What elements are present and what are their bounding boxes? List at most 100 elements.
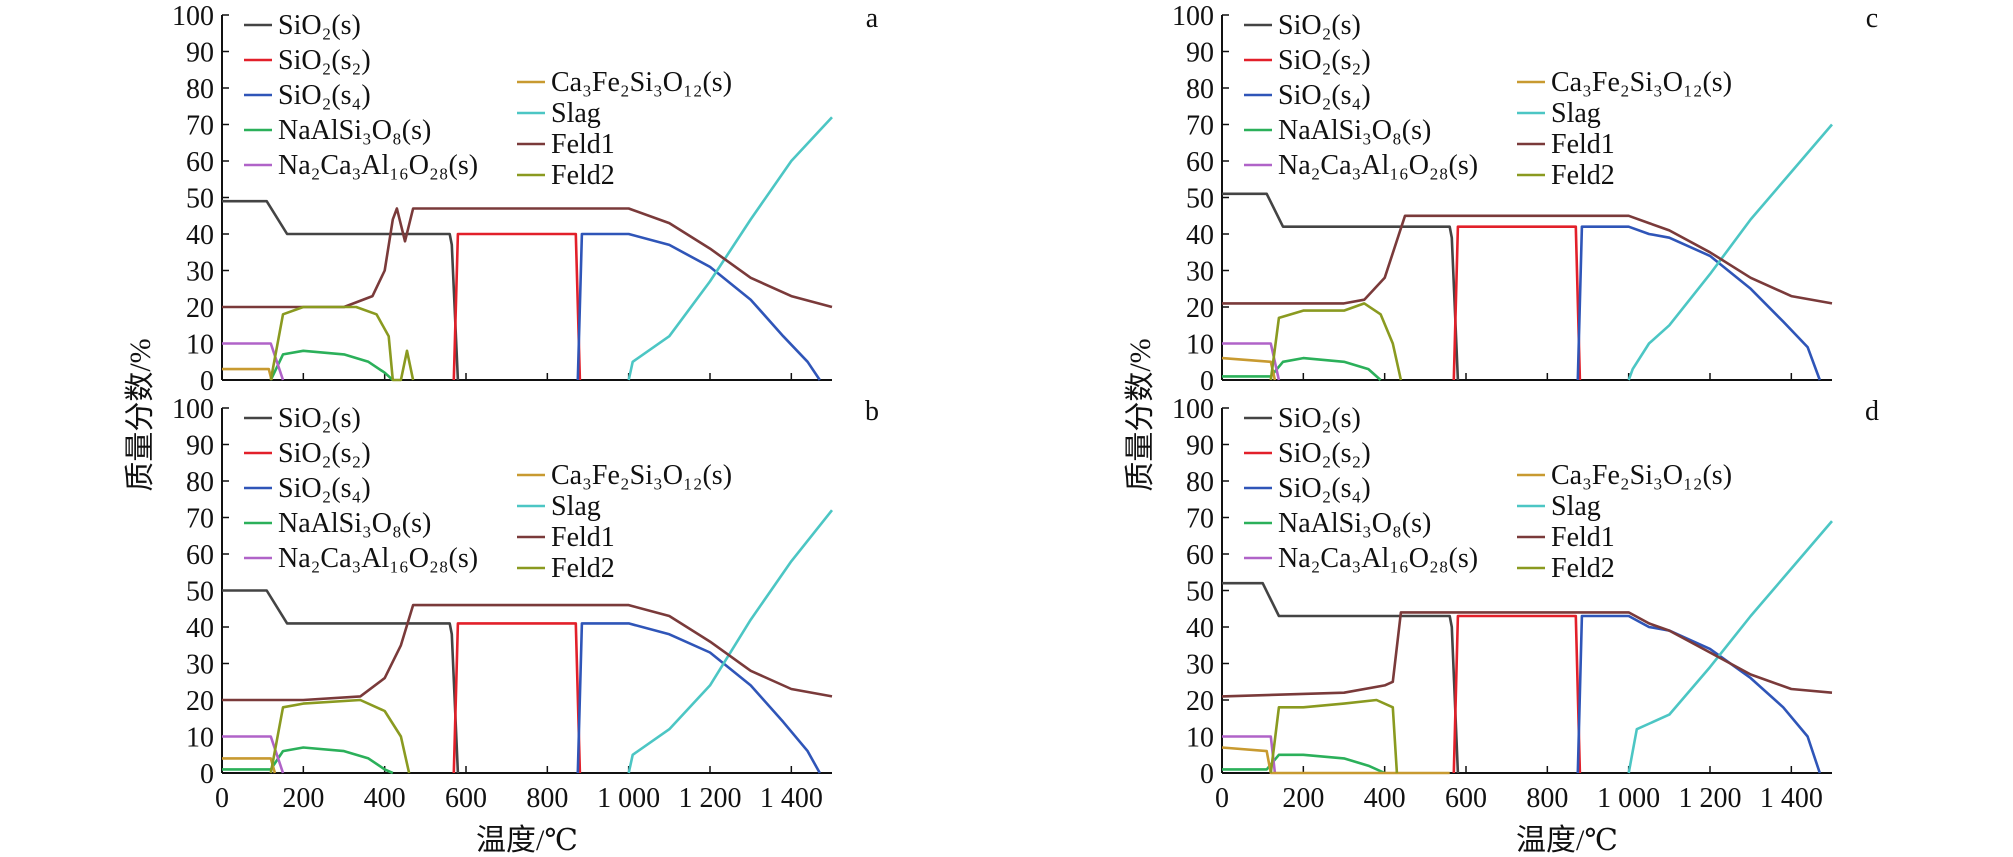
y-tick-label: 40 (1186, 220, 1214, 251)
legend-entry-label: Feld2 (1551, 160, 1615, 191)
legend-entry-label: Na₂Ca₃Al₁₆O₂₈(s) (1278, 543, 1478, 574)
legend-left: SiO₂(s) SiO₂(s₂) SiO₂(s₄) NaAlSi₃O₈(s) Na₂Ca… (244, 10, 478, 181)
legend-entry-label: SiO₂(s₂) (278, 45, 371, 76)
series-line (1269, 698, 1399, 774)
series-line (1222, 214, 1833, 305)
series-line (452, 232, 582, 381)
y-tick-label: 30 (186, 257, 214, 288)
series-line (1627, 520, 1833, 774)
legend-entry-label: Ca₃Fe₂Si₃O₁₂(s) (1551, 460, 1732, 491)
x-tick-label: 1 000 (597, 783, 660, 814)
legend-entry-label: Feld1 (1551, 522, 1615, 553)
x-tick-label: 0 (1215, 783, 1229, 814)
legend-entry-label: Feld2 (551, 553, 615, 584)
y-tick-label: 100 (1172, 394, 1214, 425)
legend-entry-label: NaAlSi₃O₈(s) (1278, 115, 1431, 146)
series-line (1576, 225, 1822, 381)
series-line (1269, 302, 1403, 381)
legend-entry-label: SiO₂(s₄) (278, 80, 371, 111)
legend-entry-label: SiO₂(s) (1278, 403, 1361, 434)
y-tick-label: 40 (186, 220, 214, 251)
y-tick-label: 0 (1200, 366, 1214, 397)
x-tick-label: 1 200 (679, 783, 742, 814)
series-line (1452, 614, 1582, 774)
legend-entry-label: Slag (1551, 491, 1601, 522)
series-line (222, 746, 394, 775)
legend-entry-label: NaAlSi₃O₈(s) (278, 508, 431, 539)
x-tick-label: 400 (1364, 783, 1406, 814)
x-tick-label: 200 (1282, 783, 1324, 814)
y-tick-label: 20 (186, 686, 214, 717)
series-line (1221, 611, 1833, 698)
y-tick-label: 100 (1172, 1, 1214, 32)
legend-entry-label: Na₂Ca₃Al₁₆O₂₈(s) (278, 150, 478, 181)
series-line (269, 305, 415, 382)
x-tick-label: 1 400 (760, 783, 823, 814)
series-line (1221, 746, 1450, 775)
y-tick-label: 90 (1186, 38, 1214, 69)
legend-left: SiO₂(s) SiO₂(s₂) SiO₂(s₄) NaAlSi₃O₈(s) Na₂Ca… (1244, 403, 1478, 574)
x-axis-label-right: 温度/℃ (1516, 824, 1618, 857)
x-axis-label-left: 温度/℃ (476, 824, 578, 857)
y-tick-label: 50 (186, 184, 214, 215)
y-tick-label: 30 (1186, 650, 1214, 681)
legend-entry-label: Ca₃Fe₂Si₃O₁₂(s) (1551, 67, 1732, 98)
legend-entry-label: Slag (1551, 98, 1601, 129)
legend-entry-label: SiO₂(s₄) (278, 473, 371, 504)
x-tick-label: 800 (1526, 783, 1568, 814)
series-line (1222, 342, 1281, 381)
series-line (222, 367, 273, 381)
series-line (222, 342, 285, 381)
y-tick-label: 20 (1186, 293, 1214, 324)
legend-entry-label: Feld2 (551, 160, 615, 191)
panel-label: b (865, 396, 879, 427)
legend-entry-label: Na₂Ca₃Al₁₆O₂₈(s) (278, 543, 478, 574)
series-line (222, 735, 285, 774)
y-tick-label: 90 (186, 431, 214, 462)
series-line (1222, 753, 1386, 775)
legend-entry-label: NaAlSi₃O₈(s) (278, 115, 431, 146)
y-tick-label: 60 (1186, 147, 1214, 178)
legend-entry-label: Ca₃Fe₂Si₃O₁₂(s) (551, 67, 732, 98)
legend-entry-label: Feld1 (1551, 129, 1615, 160)
legend-entry-label: Slag (551, 491, 601, 522)
y-tick-label: 70 (186, 111, 214, 142)
series-line (627, 116, 833, 381)
x-tick-label: 200 (282, 783, 324, 814)
y-tick-label: 80 (1186, 467, 1214, 498)
legend-entry-label: Na₂Ca₃Al₁₆O₂₈(s) (1278, 150, 1478, 181)
y-tick-label: 50 (186, 577, 214, 608)
series-line (452, 622, 582, 774)
panel-label: d (1865, 396, 1879, 427)
legend-entry-label: Feld1 (551, 522, 615, 553)
series-line (222, 589, 460, 774)
legend-left: SiO₂(s) SiO₂(s₂) SiO₂(s₄) NaAlSi₃O₈(s) Na₂Ca… (244, 403, 478, 574)
y-tick-label: 10 (186, 330, 214, 361)
y-tick-label: 100 (172, 1, 214, 32)
legend-entry-label: NaAlSi₃O₈(s) (1278, 508, 1431, 539)
x-tick-label: 1 000 (1597, 783, 1660, 814)
legend-entry-label: Slag (551, 98, 601, 129)
legend-entry-label: Ca₃Fe₂Si₃O₁₂(s) (551, 460, 732, 491)
y-axis-label-right: 质量分数/% (1124, 338, 1157, 491)
y-tick-label: 10 (1186, 330, 1214, 361)
legend-entry-label: SiO₂(s₄) (1278, 473, 1371, 504)
y-tick-label: 60 (1186, 540, 1214, 571)
legend-entry-label: SiO₂(s) (278, 10, 361, 41)
y-tick-label: 10 (186, 723, 214, 754)
y-tick-label: 60 (186, 540, 214, 571)
y-tick-label: 50 (1186, 577, 1214, 608)
y-tick-label: 40 (1186, 613, 1214, 644)
y-tick-label: 0 (200, 366, 214, 397)
y-tick-label: 80 (186, 74, 214, 105)
y-tick-label: 10 (1186, 723, 1214, 754)
legend-entry-label: Feld2 (1551, 553, 1615, 584)
legend-entry-label: SiO₂(s) (278, 403, 361, 434)
series-line (576, 622, 821, 774)
